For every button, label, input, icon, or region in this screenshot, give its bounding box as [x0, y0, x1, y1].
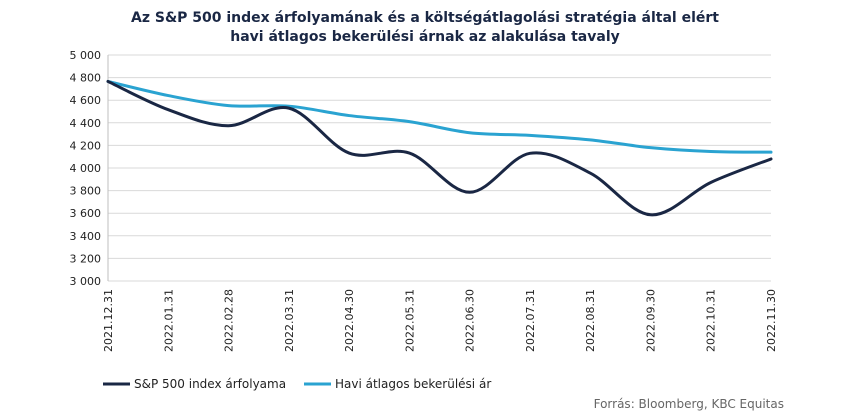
x-tick-label: 2022.09.30: [644, 289, 657, 352]
x-axis: 2021.12.31 2022.01.31 2022.02.28 2022.03.31…: [102, 289, 778, 352]
x-tick-label: 2021.12.31: [102, 289, 115, 352]
y-tick-label: 4 000: [70, 162, 102, 175]
x-tick-label: 2022.01.31: [162, 289, 175, 352]
chart-title-line-1: Az S&P 500 index árfolyamának és a költs…: [131, 10, 719, 26]
y-tick-label: 3 600: [70, 207, 102, 220]
chart-title: Az S&P 500 index árfolyamának és a költs…: [131, 10, 719, 45]
x-tick-label: 2022.02.28: [223, 289, 236, 352]
series-line-average-cost: [106, 79, 773, 154]
series-line-sp500-price: [106, 79, 773, 217]
y-tick-label: 3 200: [70, 252, 102, 265]
y-tick-label: 4 200: [70, 139, 102, 152]
source-note: Forrás: Bloomberg, KBC Equitas: [594, 397, 784, 411]
x-tick-label: 2022.10.31: [705, 289, 718, 352]
y-tick-label: 3 400: [70, 230, 102, 243]
y-tick-label: 3 800: [70, 185, 102, 198]
legend: S&P 500 index árfolyama Havi átlagos bek…: [103, 377, 491, 391]
y-tick-label: 4 400: [70, 117, 102, 130]
x-tick-label: 2022.07.31: [524, 289, 537, 352]
x-tick-label: 2022.11.30: [765, 289, 778, 352]
x-tick-label: 2022.08.31: [584, 289, 597, 352]
legend-label-sp500: S&P 500 index árfolyama: [134, 377, 286, 391]
chart-title-line-2: havi átlagos bekerülési árnak az alakulá…: [230, 29, 620, 45]
y-tick-label: 3 000: [70, 275, 102, 288]
legend-label-average-cost: Havi átlagos bekerülési ár: [335, 377, 491, 391]
y-tick-label: 5 000: [70, 49, 102, 62]
y-tick-label: 4 600: [70, 94, 102, 107]
x-tick-label: 2022.05.31: [403, 289, 416, 352]
gridlines: [108, 54, 771, 282]
x-tick-label: 2022.03.31: [283, 289, 296, 352]
x-tick-label: 2022.06.30: [464, 289, 477, 352]
y-tick-label: 4 800: [70, 72, 102, 85]
x-tick-label: 2022.04.30: [343, 289, 356, 352]
series-lines: [106, 79, 773, 217]
y-axis: 3 000 3 200 3 400 3 600 3 800 4 000 4 200 4 400…: [70, 49, 109, 288]
